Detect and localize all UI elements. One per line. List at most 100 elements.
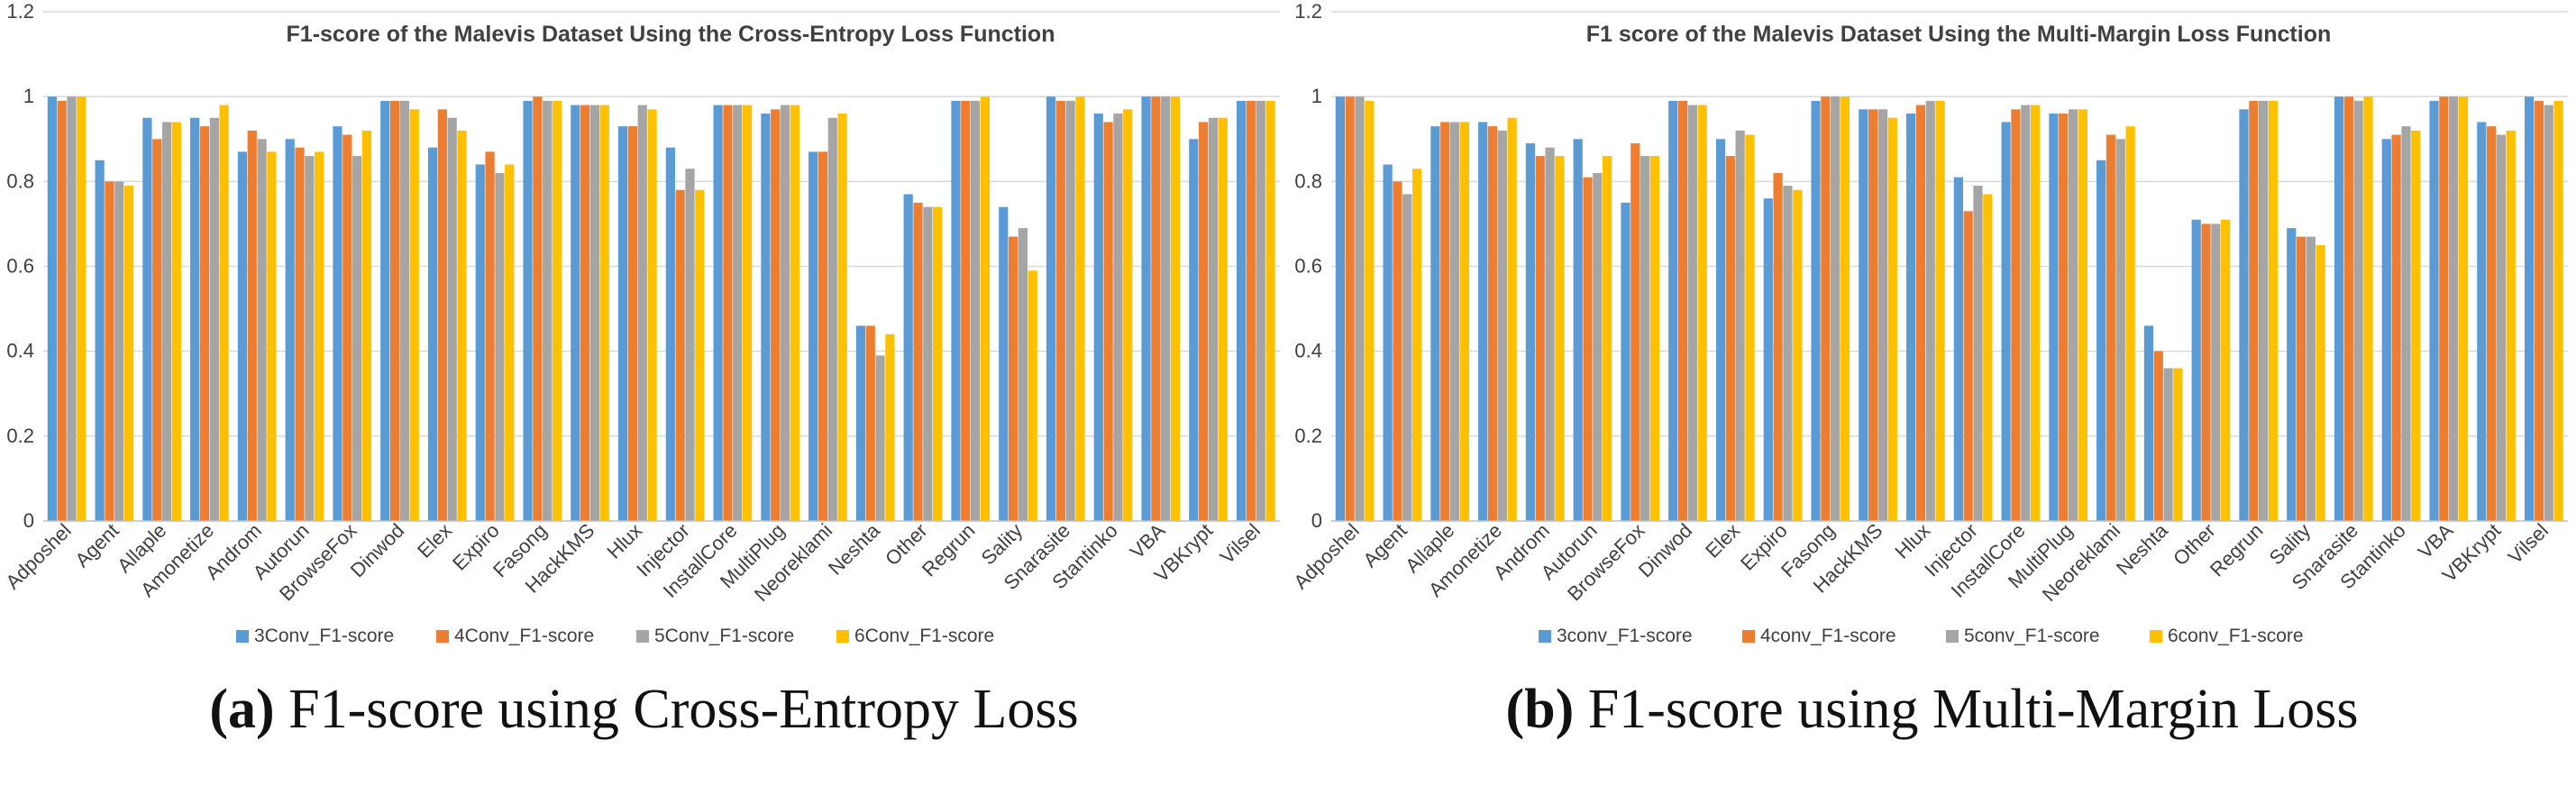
bar-4conv-f1-score-snarasite [1055, 100, 1065, 521]
bar-5conv-f1-score-snarasite [2353, 100, 2363, 521]
bar-6conv-f1-score-agent [1411, 169, 1422, 522]
legend-swatch [236, 630, 249, 643]
bar-6conv-f1-score-neoreklami [837, 114, 847, 521]
y-tick-label: 0 [1311, 509, 1322, 532]
bar-4conv-f1-score-allaple [1440, 122, 1450, 521]
bar-5conv-f1-score-dinwod [399, 100, 409, 521]
legend-label: 4Conv_F1-score [454, 626, 594, 646]
bar-4conv-f1-score-multiplug [2059, 114, 2069, 521]
bar-3conv-f1-score-adposhel [1335, 96, 1345, 522]
bar-3conv-f1-score-hlux [1905, 114, 1916, 521]
bar-6conv-f1-score-snarasite [1075, 96, 1085, 522]
bar-6conv-f1-score-stantinko [1123, 109, 1133, 522]
bar-4conv-f1-score-multiplug [771, 109, 781, 522]
bar-6conv-f1-score-sality [1028, 270, 1037, 521]
bar-3conv-f1-score-vba [1141, 96, 1151, 522]
bar-3conv-f1-score-amonetize [190, 117, 200, 522]
bar-4conv-f1-score-autorun [1583, 177, 1593, 521]
y-tick-label: 0.4 [6, 340, 34, 362]
bar-4conv-f1-score-agent [1393, 181, 1402, 522]
bar-4conv-f1-score-neoreklami [818, 151, 828, 521]
bar-4conv-f1-score-other [913, 202, 923, 521]
bar-5conv-f1-score-fasong [543, 100, 553, 521]
bar-4conv-f1-score-sality [1008, 236, 1019, 521]
bar-4conv-f1-score-expiro [485, 151, 495, 521]
bar-3conv-f1-score-neshta [2143, 325, 2154, 521]
bar-6conv-f1-score-amonetize [219, 105, 229, 521]
bar-4conv-f1-score-regrun [2249, 100, 2259, 521]
bar-5conv-f1-score-agent [1402, 194, 1412, 522]
y-tick-label: 0.2 [1294, 425, 1322, 447]
bar-5conv-f1-score-neoreklami [827, 117, 837, 522]
bar-6conv-f1-score-vba [1170, 96, 1181, 522]
bar-5conv-f1-score-elex [447, 117, 457, 522]
bar-5conv-f1-score-vbkrypt [2496, 134, 2507, 521]
bar-3conv-f1-score-hackkms [571, 105, 580, 521]
chart-title: F1-score of the Malevis Dataset Using th… [287, 22, 1055, 47]
bar-3conv-f1-score-agent [95, 160, 105, 521]
chart-title: F1 score of the Malevis Dataset Using th… [1586, 22, 2332, 47]
bar-6conv-f1-score-allaple [171, 122, 181, 521]
bar-5conv-f1-score-hackkms [589, 105, 600, 521]
bar-6conv-f1-score-androm [267, 151, 277, 521]
chart-panel-a: F1-score of the Malevis Dataset Using th… [1, 0, 1280, 740]
bar-6conv-f1-score-expiro [505, 164, 515, 521]
bar-6conv-f1-score-hlux [1935, 100, 1945, 521]
bar-5conv-f1-score-neshta [875, 355, 885, 521]
bar-4conv-f1-score-vbkrypt [2487, 126, 2497, 521]
legend-label: 6Conv_F1-score [854, 626, 994, 646]
y-tick-label: 1 [1311, 85, 1322, 107]
bar-3conv-f1-score-hlux [617, 126, 628, 521]
bar-4conv-f1-score-installcore [2011, 109, 2021, 522]
bar-5conv-f1-score-allaple [1449, 122, 1460, 521]
bar-3conv-f1-score-stantinko [2381, 139, 2391, 521]
bar-5conv-f1-score-snarasite [1065, 100, 1075, 521]
bar-5conv-f1-score-hackkms [1877, 109, 1888, 522]
bar-4conv-f1-score-regrun [961, 100, 971, 521]
bar-6conv-f1-score-stantinko [2411, 130, 2421, 522]
bar-5conv-f1-score-vilsel [1256, 100, 1265, 521]
x-tick-label: Neshta [2112, 518, 2173, 580]
bar-5conv-f1-score-installcore [2021, 105, 2031, 521]
bar-4conv-f1-score-installcore [723, 105, 733, 521]
bar-4conv-f1-score-browsefox [1631, 142, 1640, 522]
bar-5conv-f1-score-neoreklami [2115, 139, 2125, 521]
bar-3conv-f1-score-browsefox [333, 126, 343, 521]
bar-4conv-f1-score-fasong [533, 96, 543, 522]
bar-5conv-f1-score-regrun [971, 100, 981, 521]
legend-swatch [1946, 630, 1959, 643]
bar-3conv-f1-score-other [903, 194, 913, 522]
bar-4conv-f1-score-amonetize [199, 126, 210, 521]
bar-5conv-f1-score-adposhel [67, 96, 77, 522]
bar-6conv-f1-score-androm [1555, 156, 1565, 522]
bar-6conv-f1-score-hackkms [1887, 117, 1897, 522]
bar-3conv-f1-score-dinwod [1668, 100, 1678, 521]
bar-3conv-f1-score-vilsel [1236, 100, 1247, 521]
bar-5conv-f1-score-stantinko [2401, 126, 2411, 521]
bar-4conv-f1-score-androm [1535, 156, 1545, 522]
bar-5conv-f1-score-sality [2306, 236, 2316, 521]
bar-5conv-f1-score-hlux [1925, 100, 1935, 521]
bar-5conv-f1-score-agent [114, 181, 124, 522]
bar-3conv-f1-score-autorun [1573, 139, 1583, 521]
bar-3conv-f1-score-installcore [2001, 122, 2011, 521]
bar-3conv-f1-score-multiplug [761, 114, 771, 521]
bar-6conv-f1-score-neoreklami [2125, 126, 2135, 521]
bar-3conv-f1-score-vilsel [2524, 96, 2535, 522]
legend-swatch [2150, 630, 2162, 643]
bar-5conv-f1-score-expiro [1783, 186, 1793, 521]
bar-3conv-f1-score-browsefox [1621, 202, 1631, 521]
x-tick-label: Dinwod [346, 519, 409, 582]
bar-6conv-f1-score-dinwod [1697, 105, 1707, 521]
bar-5conv-f1-score-multiplug [780, 105, 790, 521]
bar-3conv-f1-score-fasong [523, 100, 533, 521]
bar-4conv-f1-score-browsefox [343, 134, 352, 521]
bar-4conv-f1-score-autorun [295, 147, 305, 521]
bar-5conv-f1-score-neshta [2163, 368, 2173, 521]
bar-3conv-f1-score-vba [2429, 100, 2439, 521]
bar-6conv-f1-score-other [2221, 219, 2231, 522]
bar-6conv-f1-score-elex [457, 130, 467, 522]
bar-3conv-f1-score-sality [2287, 228, 2297, 521]
bar-5conv-f1-score-injector [685, 169, 695, 522]
bar-3conv-f1-score-neoreklami [2096, 160, 2106, 521]
